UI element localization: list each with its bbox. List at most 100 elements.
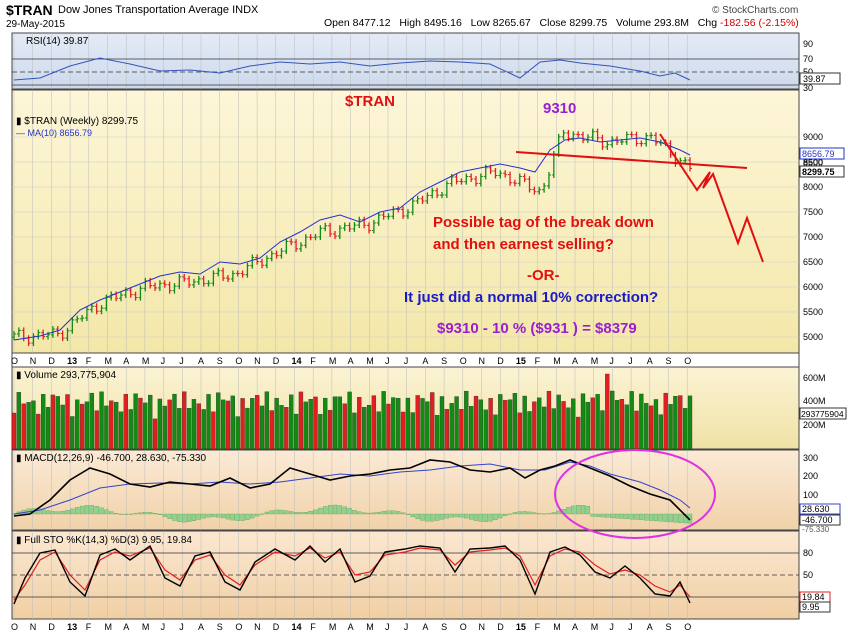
macd-hist-bar — [79, 505, 85, 515]
price-bar — [629, 131, 634, 138]
month-label: N — [479, 622, 486, 632]
price-bar — [624, 131, 629, 145]
month-label: N — [254, 356, 261, 366]
sto-levels — [12, 552, 799, 598]
macd-hist-bar — [303, 512, 308, 515]
macd-hist-bar — [391, 510, 396, 515]
price-bar — [503, 170, 508, 178]
macd-hist-bar — [133, 513, 138, 515]
volume-bar — [337, 396, 342, 450]
macd-hist-bar — [483, 513, 488, 522]
volume-bar — [75, 399, 80, 450]
volume-bar — [478, 399, 484, 450]
volume-bar — [673, 396, 678, 450]
macd-hist-bar — [517, 511, 522, 515]
price-bar — [16, 327, 21, 337]
volume-bar — [182, 391, 187, 450]
volume-bar — [371, 395, 377, 450]
volume-bar — [133, 393, 138, 450]
macd-hist-bar — [619, 513, 625, 519]
macd-hist-bar — [575, 505, 581, 515]
price-bar — [444, 180, 449, 198]
symbol: $TRAN — [6, 2, 53, 18]
volume-bar — [352, 412, 357, 450]
volume-bar — [172, 393, 177, 450]
price-bar — [138, 285, 143, 301]
volume-bar — [196, 403, 201, 450]
month-label: M — [553, 622, 561, 632]
month-label: O — [460, 356, 467, 366]
price-bar — [478, 173, 483, 187]
macd-hist-bar — [473, 513, 479, 521]
price-bar — [289, 238, 294, 246]
volume-bar — [143, 402, 148, 450]
chart-header: $TRAN Dow Jones Transportation Average I… — [0, 0, 848, 32]
security-name: Dow Jones Transportation Average INDX — [58, 4, 259, 16]
macd-hist-bar — [337, 505, 342, 515]
month-label: J — [628, 622, 633, 632]
month-label: D — [273, 356, 280, 366]
volume-bar — [99, 391, 104, 450]
month-label: N — [30, 356, 37, 366]
price-bar — [410, 197, 415, 216]
volume-bar — [347, 391, 352, 450]
month-label: O — [684, 622, 691, 632]
volume-bar — [60, 404, 65, 450]
macd-hist-bar — [648, 513, 654, 521]
macd-hist-bar — [493, 513, 498, 521]
volume-bar — [386, 403, 391, 450]
macd-hist-bar — [381, 511, 386, 515]
volume-bar — [113, 401, 119, 450]
volume-bar — [537, 397, 542, 450]
breakdown-trendline — [515, 151, 748, 169]
ma-tag — [799, 147, 845, 160]
month-label: S — [441, 622, 447, 632]
price-bar — [634, 131, 639, 147]
price-bar — [201, 275, 206, 287]
macd-hist-bar — [478, 513, 484, 522]
annotation-question: It just did a normal 10% correction? — [404, 289, 658, 306]
price-tick: 6000 — [803, 282, 823, 292]
macd-hist-bar — [225, 513, 231, 520]
macd-hist-bar — [653, 513, 659, 522]
macd-hist-bar — [415, 513, 420, 520]
volume-bar — [235, 416, 240, 450]
price-bar — [605, 141, 610, 150]
price-bar — [600, 134, 605, 150]
macd-hist-bar — [551, 512, 556, 515]
price-bar — [464, 173, 469, 185]
price-bar — [318, 225, 323, 240]
volume-bar — [123, 394, 129, 450]
volume-bar — [89, 392, 94, 450]
macd-hist-bar — [371, 512, 377, 515]
price-bar — [55, 326, 60, 337]
month-label: D — [497, 622, 504, 632]
rsi-tick-30: 30 — [803, 83, 813, 93]
month-label: 14 — [292, 622, 302, 632]
macd-hist-bar — [327, 505, 333, 515]
macd-hist-bar — [362, 512, 367, 515]
price-bar — [94, 303, 99, 315]
price-tick: 9000 — [803, 132, 823, 142]
volume-bar — [430, 392, 435, 450]
volume-bar — [556, 394, 561, 450]
macd-hist-bar — [634, 513, 639, 520]
macd-hist-bar — [220, 513, 226, 519]
price-bar — [352, 222, 357, 232]
price-bar — [128, 287, 133, 298]
month-label: A — [647, 622, 653, 632]
macd-hist-bar — [420, 513, 425, 521]
volume-bar — [648, 405, 654, 450]
month-label: D — [48, 622, 55, 632]
price-bar — [60, 330, 65, 342]
price-bar — [527, 176, 532, 193]
month-label: A — [572, 356, 578, 366]
macd-hist-bar — [682, 513, 688, 524]
macd-hist-bar — [70, 508, 75, 515]
price-bar — [381, 211, 386, 220]
volume-bar — [517, 412, 522, 450]
macd-hist-bar — [605, 513, 610, 518]
month-label: M — [366, 356, 374, 366]
macd-hist-bar — [167, 513, 172, 519]
macd-hist-bar — [274, 509, 279, 515]
